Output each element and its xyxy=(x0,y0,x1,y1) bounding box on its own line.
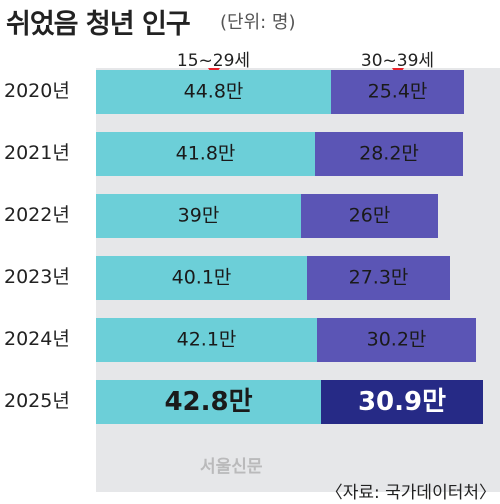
data-label: 42.8만 xyxy=(164,387,253,417)
bar-30-39 xyxy=(301,194,438,238)
data-label: 28.2만 xyxy=(359,142,419,165)
data-label: 26만 xyxy=(348,204,391,227)
year-label: 2025년 xyxy=(4,390,70,412)
data-label: 44.8만 xyxy=(183,80,244,103)
source-note: 〈자료: 국가데이터처〉 xyxy=(325,483,496,503)
year-label: 2022년 xyxy=(4,204,70,226)
bar-30-39 xyxy=(331,70,464,114)
legend-15-29: 15~29세 xyxy=(176,51,251,71)
unit-label: (단위: 명) xyxy=(220,12,296,33)
data-label: 25.4만 xyxy=(367,80,428,103)
bar-15-29 xyxy=(96,256,307,300)
data-label: 30.2만 xyxy=(366,328,427,351)
bar-15-29 xyxy=(96,380,321,424)
chart-title: 쉬었음 청년 인구 xyxy=(6,9,191,40)
bar-30-39 xyxy=(315,132,463,176)
legend-30-39: 30~39세 xyxy=(360,51,435,71)
bar-30-39 xyxy=(317,318,476,362)
bar-15-29 xyxy=(96,318,317,362)
year-label: 2020년 xyxy=(4,80,70,102)
data-label: 30.9만 xyxy=(357,387,447,417)
year-label: 2024년 xyxy=(4,328,70,350)
data-label: 42.1만 xyxy=(176,328,237,351)
watermark: 서울신문 xyxy=(200,457,263,477)
data-label: 27.3만 xyxy=(348,266,409,289)
bar-15-29 xyxy=(96,70,331,114)
data-label: 39만 xyxy=(177,204,220,227)
year-label: 2021년 xyxy=(4,142,70,164)
bar-30-39 xyxy=(307,256,450,300)
data-label: 40.1만 xyxy=(171,266,232,289)
data-label: 41.8만 xyxy=(175,142,236,165)
bar-15-29 xyxy=(96,194,301,238)
year-label: 2023년 xyxy=(4,266,70,288)
bar-30-39 xyxy=(321,380,483,424)
bar-15-29 xyxy=(96,132,315,176)
